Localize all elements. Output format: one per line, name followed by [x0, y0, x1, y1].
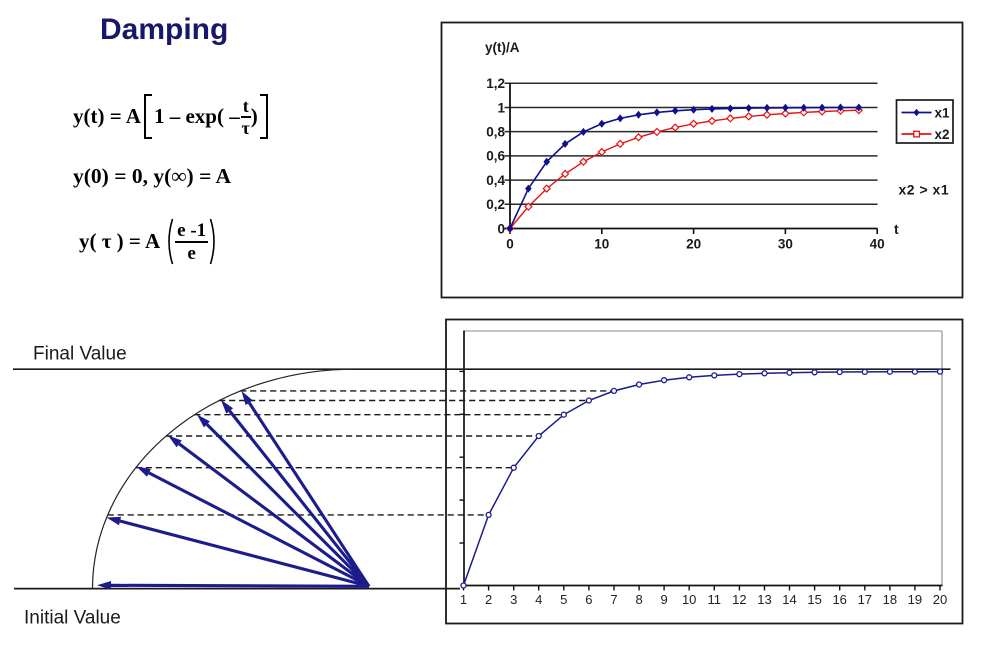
- svg-text:0: 0: [506, 237, 514, 252]
- svg-text:5: 5: [560, 592, 567, 607]
- svg-text:10: 10: [594, 237, 609, 252]
- svg-text:15: 15: [807, 592, 821, 607]
- svg-text:40: 40: [870, 237, 885, 252]
- svg-text:7: 7: [610, 592, 617, 607]
- svg-text:Initial Value: Initial Value: [24, 608, 121, 629]
- svg-text:17: 17: [858, 592, 872, 607]
- svg-text:0,4: 0,4: [486, 173, 505, 188]
- svg-text:19: 19: [908, 592, 922, 607]
- svg-text:8: 8: [635, 592, 642, 607]
- svg-text:0,6: 0,6: [486, 149, 505, 164]
- svg-text:0,8: 0,8: [486, 125, 505, 140]
- svg-text:3: 3: [510, 592, 517, 607]
- svg-text:x2: x2: [935, 127, 950, 142]
- svg-text:9: 9: [660, 592, 667, 607]
- svg-text:13: 13: [757, 592, 771, 607]
- svg-text:18: 18: [883, 592, 897, 607]
- svg-text:x1: x1: [935, 106, 951, 121]
- svg-text:0: 0: [497, 221, 505, 236]
- svg-text:4: 4: [535, 592, 542, 607]
- svg-text:14: 14: [782, 592, 796, 607]
- svg-text:6: 6: [585, 592, 592, 607]
- svg-text:10: 10: [682, 592, 696, 607]
- svg-text:y(t)/A: y(t)/A: [485, 40, 520, 55]
- svg-text:x2 > x1: x2 > x1: [899, 182, 950, 198]
- svg-text:0,2: 0,2: [486, 197, 505, 212]
- svg-text:20: 20: [686, 237, 701, 252]
- svg-text:12: 12: [732, 592, 746, 607]
- svg-text:20: 20: [933, 592, 947, 607]
- svg-text:t: t: [894, 221, 899, 237]
- svg-text:Final Value: Final Value: [33, 344, 127, 365]
- svg-text:2: 2: [485, 592, 492, 607]
- svg-text:1,2: 1,2: [486, 76, 505, 91]
- svg-text:30: 30: [778, 237, 793, 252]
- svg-text:1: 1: [460, 592, 467, 607]
- svg-text:11: 11: [708, 592, 722, 607]
- svg-text:1: 1: [497, 100, 505, 115]
- svg-text:16: 16: [832, 592, 846, 607]
